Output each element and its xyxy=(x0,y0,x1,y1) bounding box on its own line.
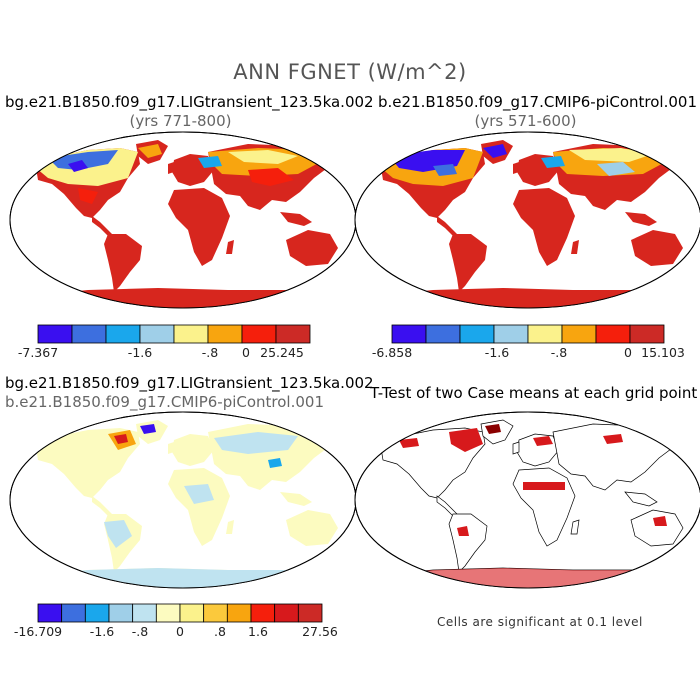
colorbar-swatch xyxy=(132,603,157,623)
colorbar-swatch xyxy=(155,603,181,623)
colorbar-swatch xyxy=(425,324,461,344)
panel-1-title: bg.e21.B1850.f09_g17.LIGtransient_123.5k… xyxy=(5,93,374,111)
colorbar-swatch xyxy=(459,324,495,344)
figure-title: ANN FGNET (W/m^2) xyxy=(233,60,467,84)
map-panel-4 xyxy=(354,411,700,589)
colorbar-swatch xyxy=(37,324,73,344)
cb2-tick: -6.858 xyxy=(371,345,413,360)
colorbar-swatch xyxy=(493,324,529,344)
cb3-tick: -.8 xyxy=(131,624,149,639)
colorbar-swatch xyxy=(207,324,243,344)
cb3-tick: -1.6 xyxy=(89,624,115,639)
map-panel-2 xyxy=(354,131,700,309)
cb1-tick: -1.6 xyxy=(127,345,153,360)
colorbar-swatch xyxy=(391,324,427,344)
colorbar-swatch xyxy=(84,603,110,623)
colorbar-swatch xyxy=(527,324,563,344)
colorbar-swatch xyxy=(274,603,299,623)
map-panel-3 xyxy=(9,411,357,589)
colorbar-swatch xyxy=(71,324,107,344)
panel-2-subtitle: (yrs 571-600) xyxy=(474,112,577,130)
colorbar-swatch xyxy=(297,603,323,623)
cb3-tick: 0 xyxy=(176,624,184,639)
cb1-tick: 0 xyxy=(242,345,250,360)
colorbar-swatch xyxy=(629,324,665,344)
cb3-tick: -16.709 xyxy=(13,624,63,639)
colorbar-swatch xyxy=(61,603,86,623)
colorbar-swatch xyxy=(173,324,209,344)
colorbar-panel-2 xyxy=(391,324,665,344)
colorbar-swatch xyxy=(37,603,63,623)
colorbar-swatch xyxy=(105,324,141,344)
cb3-tick: .8 xyxy=(214,624,226,639)
colorbar-swatch xyxy=(241,324,277,344)
cb2-tick: 0 xyxy=(624,345,632,360)
cb1-tick: 25.245 xyxy=(260,345,304,360)
colorbar-swatch xyxy=(275,324,311,344)
colorbar-swatch xyxy=(595,324,631,344)
cb2-tick: -1.6 xyxy=(484,345,510,360)
colorbar-panel-1 xyxy=(37,324,311,344)
cb3-tick: 1.6 xyxy=(248,624,268,639)
cb2-tick: 15.103 xyxy=(641,345,685,360)
colorbar-swatch xyxy=(179,603,205,623)
panel-3-subtitle: b.e21.B1850.f09_g17.CMIP6-piControl.001 xyxy=(5,393,324,411)
colorbar-swatch xyxy=(139,324,175,344)
map-panel-1 xyxy=(9,131,357,309)
significance-note: Cells are significant at 0.1 level xyxy=(437,615,643,629)
panel-3-title: bg.e21.B1850.f09_g17.LIGtransient_123.5k… xyxy=(5,374,374,392)
panel-4-title: T-Test of two Case means at each grid po… xyxy=(370,384,698,402)
cb1-tick: -7.367 xyxy=(17,345,59,360)
colorbar-swatch xyxy=(108,603,134,623)
panel-2-title: b.e21.B1850.f09_g17.CMIP6-piControl.001 xyxy=(378,93,697,111)
colorbar-swatch xyxy=(226,603,252,623)
cb3-tick: 27.56 xyxy=(302,624,338,639)
colorbar-panel-3 xyxy=(37,603,323,623)
cb2-tick: -.8 xyxy=(550,345,568,360)
colorbar-swatch xyxy=(203,603,228,623)
colorbar-swatch xyxy=(561,324,597,344)
cb1-tick: -.8 xyxy=(201,345,219,360)
colorbar-swatch xyxy=(250,603,276,623)
panel-1-subtitle: (yrs 771-800) xyxy=(129,112,232,130)
